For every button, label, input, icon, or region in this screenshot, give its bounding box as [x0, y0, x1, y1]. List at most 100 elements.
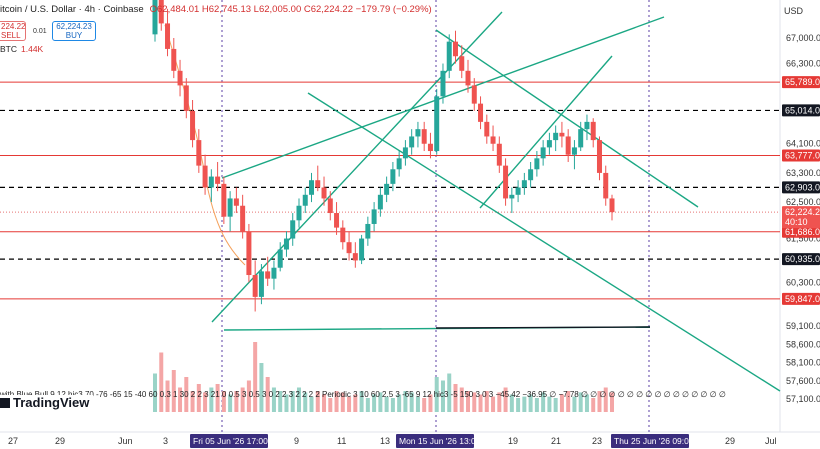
chart-header: itcoin / U.S. Dollar · 4h · Coinbase O62,… — [0, 4, 432, 15]
tradingview-logo[interactable]: TradingView — [0, 395, 94, 410]
volume-bar — [572, 396, 577, 412]
brand-name: TradingView — [13, 395, 90, 410]
price-tick-label: 57,600.00 — [786, 376, 820, 386]
candle-body — [390, 169, 396, 184]
level-tag — [782, 181, 820, 194]
candle-body — [415, 129, 421, 137]
candle-body — [421, 129, 427, 144]
candle-body — [384, 183, 390, 195]
candle-body — [183, 85, 189, 111]
candle-body — [334, 213, 340, 228]
time-marker-label: Fri 05 Jun '26 17:00 — [193, 436, 268, 446]
volume-bar — [234, 391, 239, 412]
candle-body — [152, 0, 158, 35]
price-tick-label: 66,300.00 — [786, 59, 820, 69]
volume-bar — [578, 392, 583, 412]
volume-bar — [315, 391, 320, 412]
candle-body — [252, 275, 258, 297]
volume-bar — [278, 391, 283, 412]
volume-bar — [409, 392, 414, 412]
level-tag-label: 60,935.00 — [785, 254, 820, 264]
volume-bar — [547, 396, 552, 412]
volume-bar — [271, 387, 276, 412]
sell-label: SELL — [1, 31, 21, 40]
volume-bar — [447, 373, 452, 412]
candle-body — [302, 194, 308, 206]
volume-bar — [165, 380, 170, 412]
volume-bar — [610, 392, 614, 412]
volume-bar — [253, 342, 258, 412]
level-tag-label: 61,686.00 — [785, 227, 820, 237]
time-tick-label: 19 — [508, 436, 518, 446]
volume-bar — [265, 377, 270, 412]
volume-bar — [246, 380, 251, 412]
volume-bar — [491, 396, 496, 412]
candle-body — [240, 205, 246, 232]
trend-line — [435, 29, 699, 208]
level-tag-label: 62,903.00 — [785, 182, 820, 192]
time-marker-tag — [190, 434, 268, 448]
volume-bar — [584, 394, 589, 412]
volume-bar — [390, 398, 395, 412]
black-trend-line — [435, 326, 651, 329]
price-tick-label: 57,100.00 — [786, 394, 820, 404]
candle-body — [202, 165, 208, 188]
candle-body — [352, 253, 358, 261]
candle-body — [559, 132, 565, 137]
volume-bar — [559, 394, 564, 412]
buy-label: BUY — [65, 31, 83, 40]
candle-body — [603, 172, 609, 199]
price-tick-label: 62,500.00 — [786, 197, 820, 207]
candle-body — [315, 180, 321, 188]
volume-bar — [290, 391, 295, 412]
candle-body — [546, 140, 552, 148]
time-tick-label: 13 — [380, 436, 390, 446]
volume-bar — [428, 394, 433, 412]
volume-bar — [334, 391, 339, 412]
volume-bar — [397, 394, 402, 412]
candle-body — [371, 209, 377, 224]
volume-bar — [190, 391, 195, 412]
level-tag-label: 65,014.00 — [785, 105, 820, 115]
candle-body — [321, 187, 327, 199]
volume-bar — [203, 392, 208, 412]
volume-bar — [378, 392, 383, 412]
volume-bar — [384, 396, 389, 412]
level-tag — [782, 225, 820, 238]
candle-body — [165, 23, 171, 49]
candle-body — [503, 165, 509, 199]
symbol-title[interactable]: itcoin / U.S. Dollar · 4h · Coinbase — [0, 4, 144, 15]
price-tick-label: 58,100.00 — [786, 358, 820, 368]
candle-body — [296, 205, 302, 221]
time-tick-label: 29 — [725, 436, 735, 446]
candle-body — [221, 183, 227, 217]
price-tick-label: 63,300.00 — [786, 168, 820, 178]
volume-bar — [440, 380, 445, 412]
price-tick-label: 59,100.00 — [786, 321, 820, 331]
spread-value: 0.01 — [33, 28, 47, 35]
buy-button[interactable]: 62,224.23 BUY — [52, 21, 96, 41]
volume-value: 1.44K — [21, 44, 44, 54]
candle-body — [346, 242, 352, 254]
volume-bar — [296, 387, 301, 412]
candle-body — [459, 56, 465, 71]
sell-button[interactable]: 224.22 SELL — [0, 21, 26, 41]
candle-body — [590, 121, 596, 141]
axis-corner — [782, 433, 820, 449]
volume-bar — [591, 398, 596, 412]
candle-body — [327, 198, 333, 214]
level-tag — [782, 149, 820, 162]
candle-body — [359, 238, 365, 261]
candle-body — [258, 271, 264, 297]
volume-bar — [503, 387, 508, 412]
candle-body — [215, 176, 221, 184]
time-marker-label: Mon 15 Jun '26 13:00 — [399, 436, 481, 446]
volume-bar — [303, 392, 308, 412]
volume-bar — [259, 363, 264, 412]
time-tick-label: 9 — [294, 436, 299, 446]
candle-body — [309, 180, 315, 195]
volume-bar — [228, 394, 233, 412]
time-tick-label: Jun — [118, 436, 133, 446]
buy-price: 62,224.23 — [56, 22, 92, 31]
